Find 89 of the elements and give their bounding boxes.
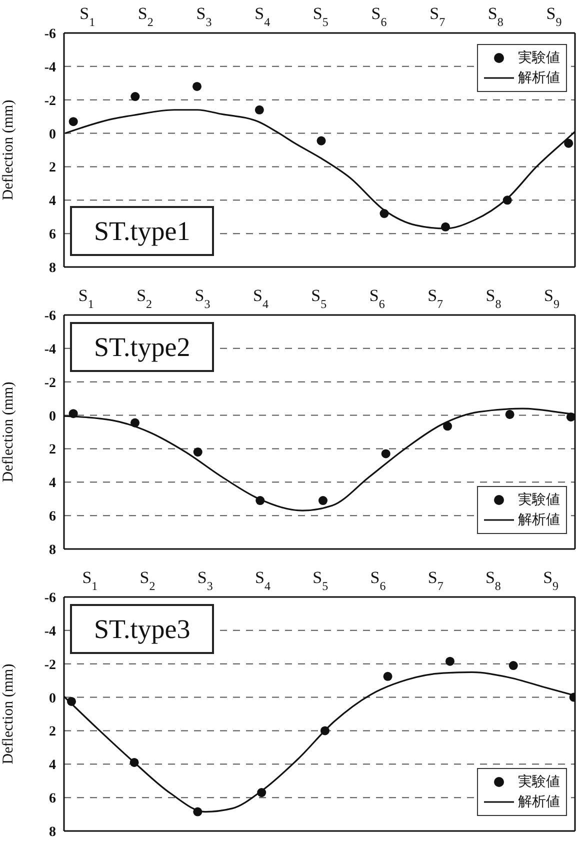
legend-label: 実験値	[518, 773, 560, 791]
x-tick-label: S$_{3}$	[196, 4, 212, 29]
x-tick-label: S$_{4}$	[255, 568, 270, 593]
point	[130, 92, 140, 102]
x-tick-label: S$_{4}$	[252, 286, 268, 311]
point	[193, 807, 202, 816]
point	[254, 105, 264, 114]
y-tick-label: 6	[49, 510, 56, 525]
x-tick-label: S$_{5}$	[312, 4, 328, 29]
point	[257, 788, 266, 798]
y-tick-label: 6	[49, 792, 56, 807]
point	[502, 196, 512, 205]
y-tick-label: 2	[49, 160, 56, 176]
x-tick-label: S$_{3}$	[194, 286, 210, 311]
x-tick-label: S$_{5}$	[312, 568, 328, 593]
y-tick-label: -4	[44, 342, 56, 358]
point	[320, 726, 330, 736]
point	[443, 422, 452, 431]
x-tick-label: S$_{7}$	[428, 286, 444, 311]
point	[130, 418, 140, 428]
y-tick-label: 0	[49, 127, 56, 142]
y-tick-label: -4	[44, 60, 56, 76]
point	[383, 672, 392, 681]
x-tick-label: S$_{5}$	[311, 286, 327, 311]
y-tick-label: 0	[49, 691, 56, 706]
point	[66, 696, 76, 706]
point	[380, 209, 389, 218]
point	[508, 661, 518, 670]
point	[193, 448, 202, 457]
text: ST.type1	[70, 206, 214, 256]
x-tick-label: S$_{8}$	[485, 568, 501, 593]
point	[318, 496, 328, 506]
point	[505, 410, 514, 419]
y-tick-label: -2	[44, 658, 56, 673]
text: ST.type3	[70, 604, 214, 654]
point	[316, 136, 326, 146]
y-tick-label: 8	[49, 542, 56, 558]
x-tick-label: S$_{1}$	[82, 568, 98, 593]
y-axis-title: Deflection (mm)	[0, 382, 16, 482]
y-tick-label: 8	[49, 824, 56, 840]
point	[192, 82, 202, 91]
x-tick-label: S$_{9}$	[546, 4, 562, 29]
y-tick-label: 6	[49, 228, 56, 243]
x-tick-label: S$_{6}$	[371, 4, 387, 29]
point	[130, 758, 139, 767]
y-tick-label: 8	[49, 260, 56, 276]
x-tick-label: S$_{6}$	[369, 286, 385, 311]
x-tick-label: S$_{4}$	[254, 4, 270, 29]
y-tick-label: 2	[49, 442, 56, 458]
x-tick-label: S$_{2}$	[136, 286, 152, 311]
y-tick-label: 4	[49, 476, 56, 492]
x-tick-label: S$_{6}$	[370, 568, 386, 593]
legend-label: 解析値	[518, 512, 560, 529]
point	[381, 449, 390, 458]
x-tick-label: S$_{9}$	[544, 286, 560, 311]
y-tick-label: -2	[44, 376, 56, 391]
y-tick-label: -4	[44, 624, 56, 640]
y-tick-label: 0	[49, 409, 56, 424]
y-axis-title: Deflection (mm)	[0, 664, 16, 764]
y-tick-label: 4	[49, 194, 56, 210]
text: ST.type2	[70, 322, 214, 372]
x-tick-label: S$_{3}$	[197, 568, 213, 593]
y-tick-label: 4	[49, 758, 56, 774]
x-tick-label: S$_{8}$	[488, 4, 504, 29]
x-tick-label: S$_{2}$	[138, 4, 154, 29]
x-tick-label: S$_{1}$	[78, 286, 94, 311]
point	[564, 138, 574, 148]
x-tick-label: S$_{8}$	[486, 286, 502, 311]
y-tick-label: -6	[44, 590, 56, 606]
legend-label: 実験値	[518, 491, 560, 509]
x-tick-label: S$_{1}$	[80, 4, 96, 29]
x-tick-label: S$_{7}$	[428, 568, 444, 593]
point	[440, 222, 450, 232]
point	[445, 656, 454, 666]
x-tick-label: S$_{7}$	[430, 4, 446, 29]
x-tick-label: S$_{9}$	[543, 568, 559, 593]
point	[68, 117, 78, 126]
point	[566, 412, 575, 422]
y-tick-label: -6	[44, 308, 56, 324]
legend-label: 解析値	[518, 794, 560, 811]
legend-label: 実験値	[518, 49, 560, 67]
point	[68, 409, 78, 418]
y-axis-title: Deflection (mm)	[0, 100, 16, 200]
y-tick-label: -2	[44, 94, 56, 109]
x-tick-label: S$_{2}$	[140, 568, 156, 593]
y-tick-label: -6	[44, 26, 56, 42]
point	[256, 496, 265, 506]
y-tick-label: 2	[49, 724, 56, 740]
legend-label: 解析値	[518, 70, 560, 87]
